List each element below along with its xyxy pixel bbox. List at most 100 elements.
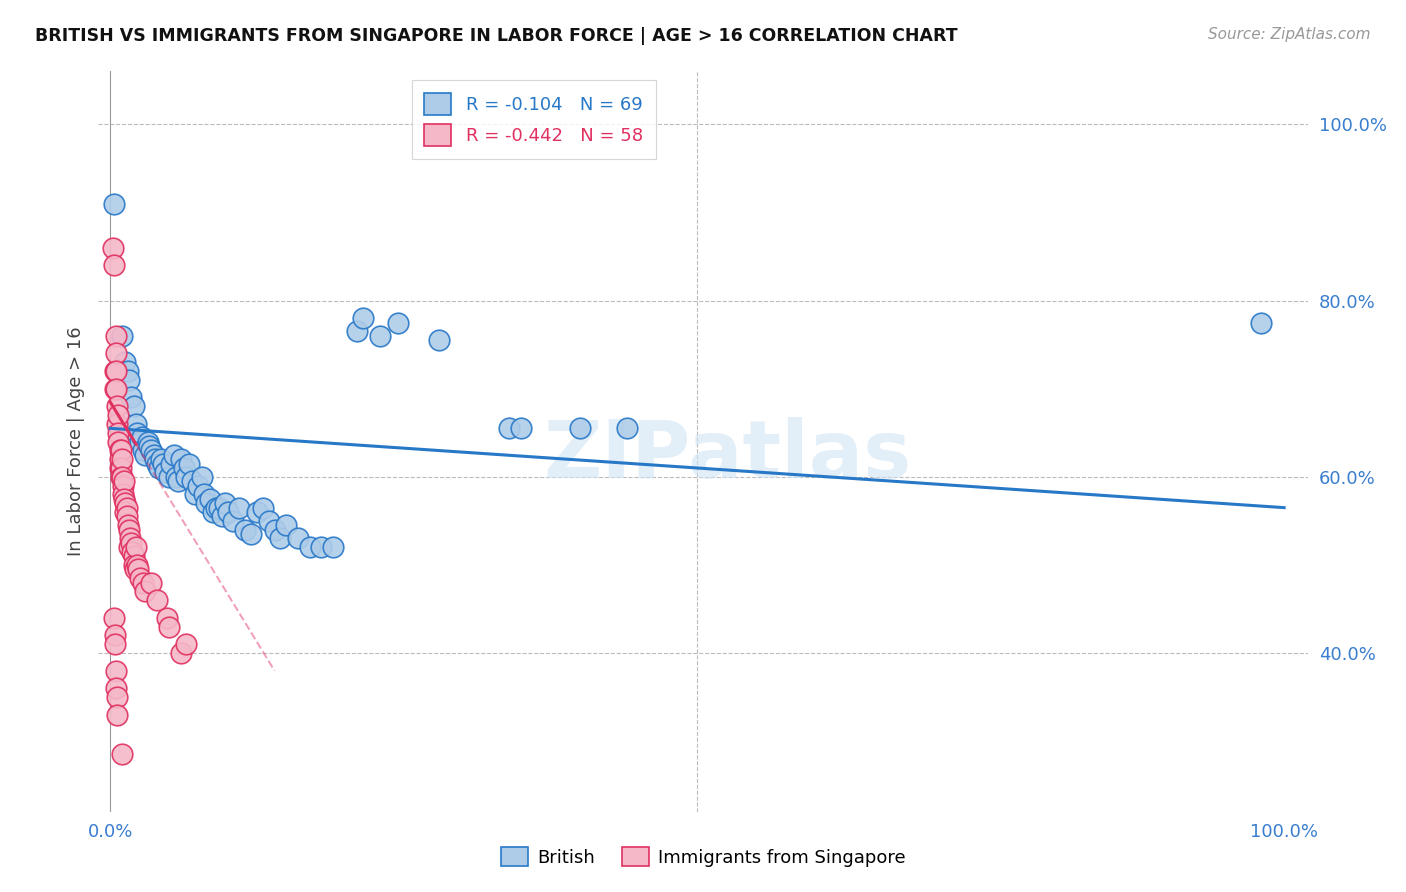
Point [160, 457, 183, 471]
Point [298, 541, 321, 555]
Point [252, 500, 274, 515]
Point [510, 421, 533, 435]
Point [120, 391, 142, 405]
Point [498, 421, 520, 435]
Point [103, 196, 125, 211]
Point [616, 421, 638, 435]
Point [141, 443, 163, 458]
Point [103, 258, 125, 272]
Point [162, 448, 184, 462]
Point [134, 448, 156, 462]
Point [132, 575, 155, 590]
Text: Source: ZipAtlas.com: Source: ZipAtlas.com [1208, 27, 1371, 42]
Point [114, 355, 136, 369]
Point [311, 541, 333, 555]
Point [143, 452, 166, 467]
Point [125, 417, 148, 431]
Point [104, 364, 127, 378]
Point [105, 328, 128, 343]
Point [322, 541, 344, 555]
Point [104, 637, 127, 651]
Point [120, 536, 142, 550]
Point [155, 466, 177, 480]
Point [568, 421, 591, 435]
Point [146, 593, 169, 607]
Point [204, 500, 226, 515]
Point [121, 545, 143, 559]
Point [124, 562, 146, 576]
Point [105, 690, 128, 705]
Point [111, 747, 134, 762]
Point [208, 500, 231, 515]
Point [157, 470, 180, 484]
Point [149, 452, 172, 467]
Point [176, 470, 198, 484]
Point [246, 505, 269, 519]
Point [110, 443, 132, 458]
Point [165, 470, 187, 484]
Point [198, 491, 221, 506]
Point [193, 487, 215, 501]
Point [104, 628, 127, 642]
Point [111, 328, 134, 343]
Point [122, 558, 145, 572]
Point [169, 452, 191, 467]
Point [132, 443, 155, 458]
Point [387, 316, 409, 330]
Point [263, 523, 285, 537]
Point [152, 457, 174, 471]
Point [111, 452, 134, 467]
Point [157, 619, 180, 633]
Point [148, 461, 170, 475]
Point [127, 558, 149, 572]
Text: BRITISH VS IMMIGRANTS FROM SINGAPORE IN LABOR FORCE | AGE > 16 CORRELATION CHART: BRITISH VS IMMIGRANTS FROM SINGAPORE IN … [35, 27, 957, 45]
Point [114, 505, 136, 519]
Point [173, 461, 195, 475]
Point [368, 328, 391, 343]
Point [108, 443, 131, 458]
Point [187, 478, 209, 492]
Point [117, 518, 139, 533]
Point [131, 430, 153, 444]
Point [142, 448, 165, 462]
Point [217, 505, 239, 519]
Point [138, 439, 160, 453]
Point [118, 523, 141, 537]
Legend: British, Immigrants from Singapore: British, Immigrants from Singapore [494, 840, 912, 874]
Point [108, 461, 131, 475]
Point [105, 664, 128, 678]
Point [112, 487, 135, 501]
Point [104, 382, 127, 396]
Point [112, 491, 135, 506]
Point [134, 584, 156, 599]
Point [214, 496, 236, 510]
Point [176, 637, 198, 651]
Point [233, 523, 256, 537]
Point [107, 425, 129, 440]
Point [112, 474, 135, 488]
Point [110, 470, 132, 484]
Point [117, 364, 139, 378]
Point [128, 434, 150, 449]
Point [115, 500, 138, 515]
Point [101, 241, 124, 255]
Point [177, 457, 200, 471]
Point [107, 434, 129, 449]
Point [287, 532, 309, 546]
Point [122, 399, 145, 413]
Point [114, 496, 136, 510]
Point [269, 532, 291, 546]
Point [107, 408, 129, 422]
Point [105, 382, 128, 396]
Point [118, 373, 141, 387]
Legend: R = -0.104   N = 69, R = -0.442   N = 58: R = -0.104 N = 69, R = -0.442 N = 58 [412, 80, 655, 159]
Point [257, 514, 280, 528]
Point [105, 707, 128, 722]
Point [427, 333, 450, 347]
Point [169, 646, 191, 660]
Point [222, 514, 245, 528]
Y-axis label: In Labor Force | Age > 16: In Labor Force | Age > 16 [66, 326, 84, 557]
Point [108, 452, 131, 467]
Point [346, 324, 368, 338]
Point [136, 434, 159, 449]
